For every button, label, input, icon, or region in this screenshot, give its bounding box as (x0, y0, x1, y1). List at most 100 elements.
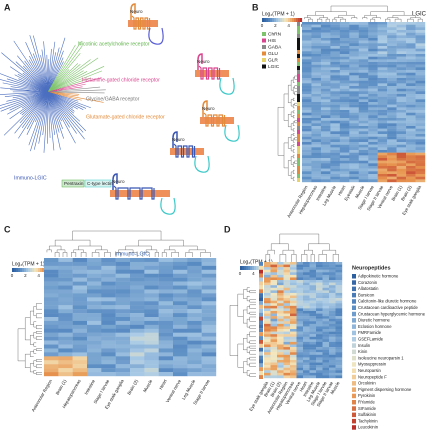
row-annotation (259, 277, 263, 282)
heat-cell (187, 309, 202, 314)
heat-cell (316, 354, 323, 358)
dendrogram (304, 17, 311, 20)
heat-cell (264, 285, 271, 288)
heat-cell (187, 352, 202, 357)
heat-cell (158, 281, 174, 286)
heat-cell (406, 131, 416, 135)
heat-cell (303, 262, 310, 265)
heat-cell (309, 310, 317, 314)
dendrogram (249, 316, 256, 322)
heat-cell (377, 120, 388, 124)
heat-cell (322, 365, 330, 368)
heat-cell (144, 344, 159, 349)
dendrogram (49, 245, 62, 250)
heat-cell (311, 59, 322, 63)
heat-cell (368, 91, 378, 95)
heat-cell (329, 326, 336, 330)
dendrogram (294, 91, 298, 96)
heat-cell (144, 320, 159, 326)
heat-cell (396, 35, 407, 39)
heat-cell (415, 134, 426, 137)
heat-cell (329, 313, 336, 317)
key-swatch (352, 362, 356, 367)
heat-cell (396, 104, 407, 108)
dendrogram (294, 160, 298, 164)
heat-cell (368, 126, 378, 129)
heat-cell (58, 273, 73, 278)
heat-cell (296, 352, 304, 355)
key-swatch (352, 280, 356, 285)
heat-cell (377, 51, 388, 55)
heat-cell (72, 301, 88, 306)
heat-cell (396, 144, 407, 148)
heat-cell (296, 321, 304, 325)
heat-cell (264, 339, 271, 343)
heat-cell (158, 364, 174, 369)
heat-cell (358, 96, 369, 100)
heat-cell (277, 305, 284, 309)
heat-cell (387, 158, 397, 161)
heat-cell (58, 336, 73, 341)
heat-cell (349, 51, 359, 55)
heat-cell (415, 112, 426, 116)
heat-cell (201, 340, 217, 345)
heat-cell (130, 340, 145, 345)
heat-cell (72, 289, 88, 294)
heat-cell (320, 51, 331, 55)
heat-cell (320, 72, 331, 76)
dendrogram (310, 254, 315, 262)
legend-title: Log₂(TPM + 1) (262, 11, 295, 17)
loop (160, 197, 176, 215)
heat-cell (264, 295, 271, 299)
dendrogram (292, 86, 295, 94)
heat-cell (368, 160, 378, 164)
heat-cell (311, 150, 322, 153)
heat-cell (283, 341, 291, 345)
heat-cell (335, 300, 343, 304)
dendrogram (246, 346, 250, 353)
heat-cell (270, 331, 278, 335)
heat-cell (329, 375, 336, 379)
heat-cell (264, 362, 271, 366)
heat-cell (270, 344, 278, 348)
heat-cell (290, 339, 297, 343)
heat-cell (377, 134, 388, 137)
heat-cell (311, 144, 322, 148)
heat-cell (290, 282, 297, 286)
heat-cell (302, 155, 312, 159)
heat-cell (303, 267, 310, 270)
heat-cell (87, 289, 102, 294)
heat-cell (335, 262, 343, 265)
heat-cell (144, 293, 159, 298)
heat-cell (316, 365, 323, 368)
heat-cell (303, 372, 310, 376)
heat-cell (415, 72, 426, 76)
heat-cell (270, 285, 278, 288)
heat-cell (329, 300, 336, 304)
heat-cell (187, 301, 202, 306)
heat-cell (270, 272, 278, 276)
heat-cell (406, 99, 416, 103)
heat-cell (320, 83, 331, 87)
heat-cell (311, 48, 322, 52)
heat-cell (339, 152, 350, 156)
dendrogram (292, 121, 295, 126)
heat-cell (322, 367, 330, 371)
heat-cell (290, 344, 297, 348)
heat-cell (302, 35, 312, 39)
dendrogram (338, 15, 355, 18)
heat-cell (335, 344, 343, 348)
heat-cell (270, 321, 278, 325)
heat-cell (320, 67, 331, 71)
heat-cell (309, 269, 317, 273)
row-annotation (297, 126, 300, 130)
key-label: Leucokinin (358, 425, 379, 430)
heat-cell (339, 179, 350, 183)
heat-cell (396, 107, 407, 111)
family-swatch (262, 58, 266, 62)
heat-cell (173, 332, 188, 337)
heat-cell (396, 96, 407, 100)
heat-cell (290, 331, 297, 335)
heat-cell (309, 316, 317, 319)
heat-cell (316, 339, 323, 343)
